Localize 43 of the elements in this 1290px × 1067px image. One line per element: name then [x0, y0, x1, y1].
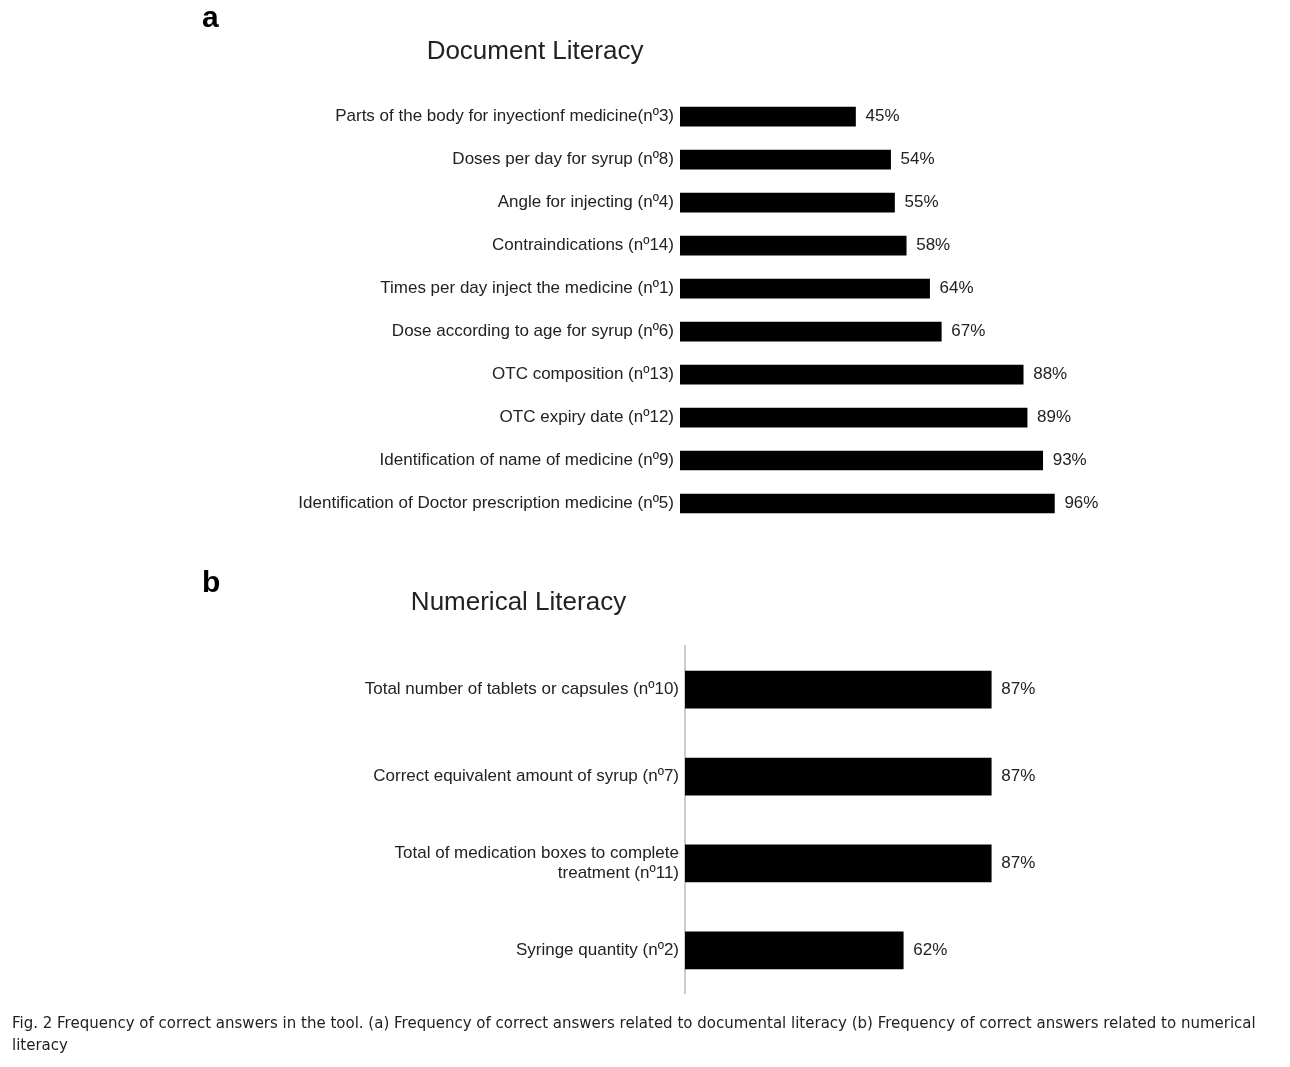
y-tick-label: OTC composition (nº13) [492, 364, 674, 384]
bar [680, 149, 891, 170]
data-label: 54% [900, 149, 935, 169]
y-tick-label: Identification of name of medicine (nº9) [379, 450, 674, 470]
y-tick-label: Total of medication boxes to complete treatment (nº11) [394, 842, 679, 883]
bar [680, 493, 1055, 514]
y-tick-label: Syringe quantity (nº2) [515, 940, 679, 960]
bar [680, 278, 930, 299]
bar [680, 106, 856, 127]
bar [680, 364, 1024, 385]
data-label: 67% [951, 321, 986, 341]
data-label: 55% [904, 192, 939, 212]
y-tick-label: Times per day inject the medicine (nº1) [380, 278, 674, 298]
y-tick-label: OTC expiry date (nº12) [499, 407, 674, 427]
text: b [202, 565, 221, 599]
bar [680, 450, 1044, 471]
data-label: 62% [913, 940, 948, 960]
data-label: 87% [1001, 766, 1036, 786]
text: a [202, 0, 219, 34]
y-tick-label: Identification of Doctor prescription medicine (nº5) [298, 493, 674, 513]
y-tick-label: Parts of the body for inyectionf medicine(nº3) [335, 106, 674, 126]
chart-title: Document Literacy [426, 34, 644, 65]
y-tick-label: Doses per day for syrup (nº8) [452, 149, 674, 169]
chart-title: Numerical Literacy [410, 585, 627, 616]
data-label: 64% [939, 278, 974, 298]
y-tick-label: Angle for injecting (nº4) [497, 192, 674, 212]
data-label: 87% [1001, 853, 1036, 873]
caption: Fig. 2 Frequency of correct answers in the tool. (a) Frequency of correct answers related to documental literacy (b) Frequency of correct answers related to numerical literacy [12, 1013, 1257, 1056]
bar [680, 407, 1028, 428]
y-tick-label: Total number of tablets or capsules (nº10) [364, 679, 679, 699]
bar [680, 321, 942, 342]
data-label: 89% [1037, 407, 1072, 427]
y-tick-label: Contraindications (nº14) [492, 235, 674, 255]
bar [680, 235, 907, 256]
data-label: 88% [1033, 364, 1068, 384]
y-tick-label: Dose according to age for syrup (nº6) [391, 321, 674, 341]
y-tick-label: Correct equivalent amount of syrup (nº7) [373, 766, 679, 786]
data-label: 96% [1064, 493, 1099, 513]
data-label: 45% [865, 106, 900, 126]
data-label: 87% [1001, 679, 1036, 699]
data-label: 58% [916, 235, 951, 255]
data-label: 93% [1052, 450, 1087, 470]
bar [680, 192, 895, 213]
